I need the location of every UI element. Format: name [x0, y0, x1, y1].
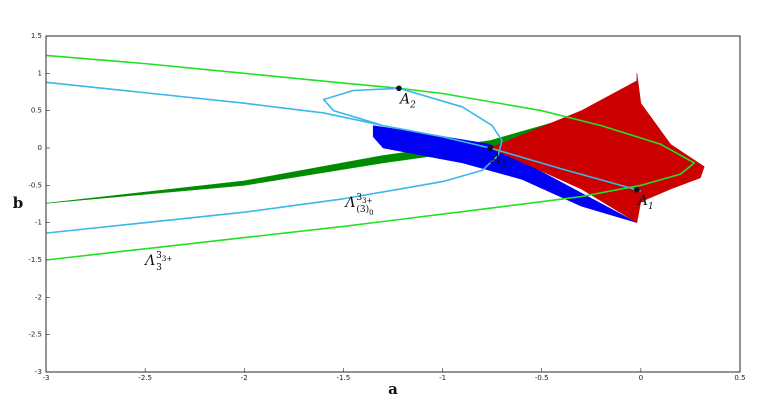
y-tick-label: -0.5 — [28, 181, 42, 189]
annotation-base: Λ — [343, 195, 355, 211]
annotation-sub-sub: 0 — [369, 209, 373, 217]
annotation-sup: 33+ — [356, 193, 372, 205]
point-label-base: A — [398, 91, 410, 107]
x-tick-label: -0.5 — [535, 374, 549, 382]
y-tick-label: 0 — [38, 144, 42, 152]
annotation-sub: (3)0 — [356, 204, 373, 217]
point-label-sub: 2 — [409, 100, 416, 110]
point-label-sub: 3 — [501, 160, 507, 170]
point-label-base: A — [636, 193, 648, 209]
y-tick-label: -1.5 — [28, 256, 42, 264]
y-axis-label: b — [13, 194, 24, 212]
annotation-sup: 33+ — [156, 251, 172, 263]
point — [487, 145, 493, 151]
x-tick-label: -2.5 — [138, 374, 152, 382]
annotation-sup-sub: 3+ — [362, 197, 372, 205]
point-label-sub: 1 — [648, 202, 654, 212]
x-tick-label: 0.5 — [734, 374, 745, 382]
point-label: A1 — [636, 193, 654, 212]
x-tick-label: 0 — [639, 374, 643, 382]
y-tick-label: -2.5 — [28, 331, 42, 339]
y-tick-label: -3 — [35, 368, 42, 376]
x-tick-label: -3 — [43, 374, 50, 382]
y-tick-label: 1 — [38, 69, 42, 77]
annotation-sub: 3 — [156, 263, 162, 273]
x-tick-label: -2 — [241, 374, 248, 382]
annotation-sup-main: 3 — [156, 251, 162, 261]
point — [396, 85, 402, 92]
x-axis-label: a — [388, 380, 398, 398]
annotation-base: Λ — [143, 253, 155, 269]
point — [634, 187, 640, 193]
y-tick-label: -2 — [35, 293, 42, 301]
region — [489, 73, 705, 224]
y-tick-label: 1.5 — [31, 32, 42, 40]
y-tick-label: 0.5 — [31, 107, 42, 115]
x-tick-label: -1.5 — [337, 374, 351, 382]
point-label: A3 — [489, 151, 507, 170]
annotation-sub-main: 3 — [156, 263, 162, 273]
curve — [45, 81, 642, 234]
plot-area — [45, 35, 741, 373]
curve — [45, 54, 696, 261]
point-label: A2 — [398, 91, 416, 110]
x-tick-label: -1 — [439, 374, 446, 382]
annotation-sup-main: 3 — [356, 193, 362, 203]
annotation-sub-main: (3) — [356, 204, 369, 215]
y-tick-label: -1 — [35, 219, 42, 227]
annotation-sup-sub: 3+ — [162, 255, 172, 263]
point-label-base: A — [489, 151, 501, 167]
